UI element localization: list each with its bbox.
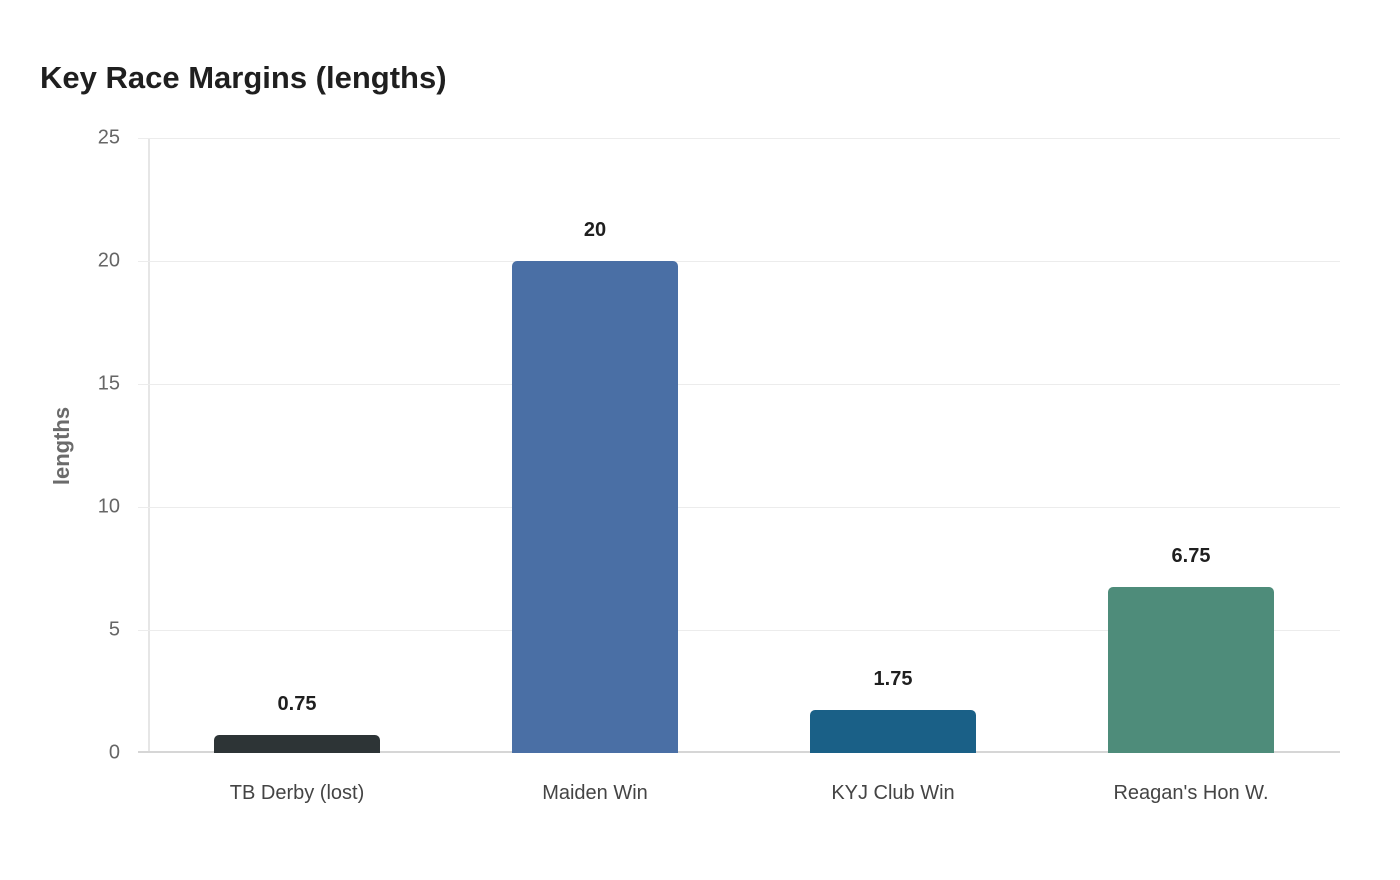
- y-tick-label: 10: [97, 495, 120, 518]
- x-tick-label: KYJ Club Win: [831, 782, 955, 804]
- bar-value-label: 1.75: [873, 667, 913, 690]
- bar[interactable]: [512, 261, 678, 753]
- gridline: [138, 261, 1340, 262]
- bar-value-label: 0.75: [277, 692, 317, 715]
- bar-value-label: 6.75: [1171, 544, 1211, 567]
- x-tick-label: Maiden Win: [542, 782, 648, 804]
- bar[interactable]: [810, 709, 976, 753]
- y-tick-label: 25: [97, 126, 120, 149]
- gridline: [138, 138, 1340, 139]
- y-axis-line: [148, 138, 150, 753]
- gridline: [138, 507, 1340, 508]
- gridline: [138, 630, 1340, 631]
- bar[interactable]: [1108, 586, 1274, 753]
- bar-value-label: 20: [583, 219, 607, 241]
- y-tick-label: 20: [97, 249, 120, 272]
- x-tick-label: Reagan's Hon W.: [1113, 782, 1269, 804]
- gridline: [138, 384, 1340, 385]
- y-axis-label: lengths: [49, 406, 74, 486]
- y-tick-label: 15: [97, 372, 120, 395]
- y-tick-label: 0: [108, 741, 120, 764]
- chart-title: Key Race Margins (lengths): [40, 60, 447, 95]
- y-tick-label: 5: [108, 618, 120, 641]
- bar[interactable]: [214, 734, 380, 753]
- x-axis-line: [138, 751, 1340, 753]
- plot-area: 0.75 20 1.75 6.75: [138, 138, 1340, 753]
- x-tick-label: TB Derby (lost): [229, 782, 365, 804]
